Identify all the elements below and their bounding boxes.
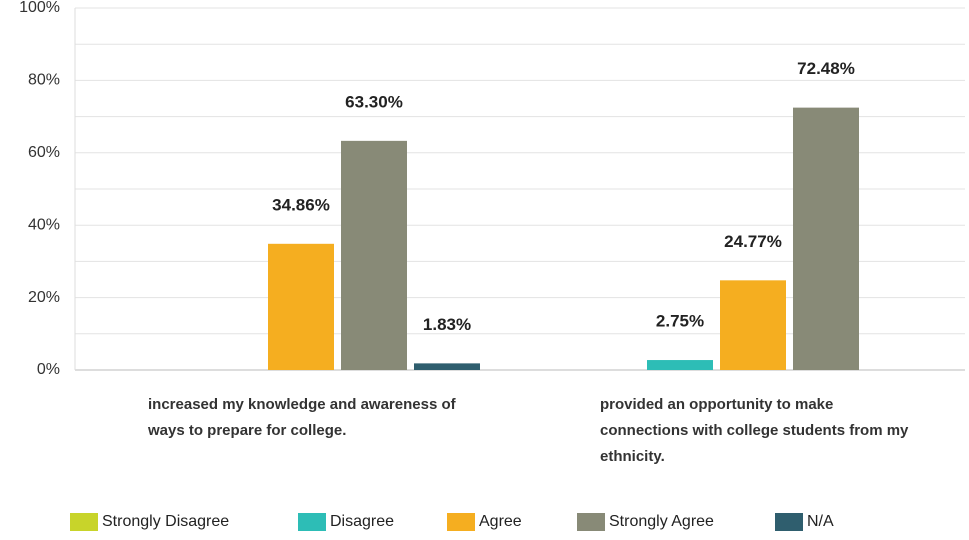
bar: [414, 363, 480, 370]
legend-label: Disagree: [330, 513, 394, 530]
x-tick-label: increased my knowledge and awareness of …: [148, 396, 456, 439]
legend-swatch: [298, 513, 326, 531]
bar: [341, 140, 407, 370]
value-label: 72.48%: [797, 59, 855, 78]
bar: [720, 280, 786, 370]
legend-label: Agree: [479, 513, 522, 530]
legend-swatch: [70, 513, 98, 531]
y-tick-label: 80%: [28, 72, 60, 89]
legend-swatch: [775, 513, 803, 531]
bar: [793, 107, 859, 370]
value-label: 24.77%: [724, 232, 782, 251]
legend-label: Strongly Agree: [609, 513, 714, 530]
legend-swatch: [577, 513, 605, 531]
y-tick-label: 60%: [28, 144, 60, 161]
value-label: 34.86%: [272, 195, 330, 214]
y-tick-label: 0%: [37, 361, 60, 378]
value-label: 2.75%: [656, 312, 704, 331]
legend-label: N/A: [807, 513, 834, 530]
y-tick-label: 40%: [28, 216, 60, 233]
y-tick-label: 20%: [28, 289, 60, 306]
legend-swatch: [447, 513, 475, 531]
bar: [647, 360, 713, 370]
bar: [268, 243, 334, 370]
legend-label: Strongly Disagree: [102, 513, 229, 530]
y-tick-label: 100%: [19, 0, 60, 16]
x-tick-label: provided an opportunity to make connecti…: [600, 396, 909, 465]
value-label: 1.83%: [423, 315, 471, 334]
value-label: 63.30%: [345, 92, 403, 111]
